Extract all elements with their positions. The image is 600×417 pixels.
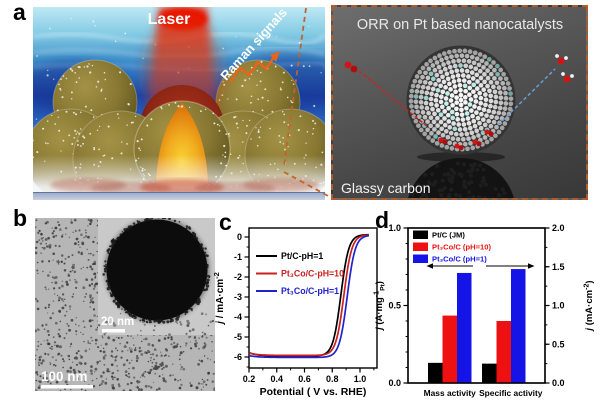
main-scalebar xyxy=(41,385,93,389)
d-category-label: Mass activity xyxy=(424,388,476,398)
laser-label: Laser xyxy=(148,11,191,28)
c-x-tick-label: 0.6 xyxy=(298,374,311,384)
o2-path-line xyxy=(358,70,429,128)
c-y-tick-label: -3 xyxy=(234,292,242,302)
d-legend-swatch xyxy=(413,254,428,263)
c-x-tick-label: 0.8 xyxy=(326,374,339,384)
d-bar xyxy=(442,315,457,383)
orr-scene: ORR on Pt based nanocatalysts Glassy car… xyxy=(341,17,574,198)
d-legend-swatch xyxy=(413,242,428,251)
d-left-tick-label: 1.0 xyxy=(388,223,401,233)
water-molecules-right xyxy=(497,54,574,126)
inset-scalebar xyxy=(102,329,125,333)
panel-b-tem-image: 20 nm 100 nm xyxy=(35,218,215,391)
d-right-tick-label: 0.0 xyxy=(552,378,565,388)
panel-d-label: d xyxy=(375,207,390,233)
d-arrow-left-head xyxy=(426,263,433,269)
d-arrow-right-head xyxy=(528,263,535,269)
d-right-tick-label: 1.0 xyxy=(552,301,565,311)
d-right-tick-label: 2.0 xyxy=(552,223,565,233)
d-right-tick-label: 1.5 xyxy=(552,262,565,272)
reflections xyxy=(50,178,319,195)
d-bar xyxy=(511,269,526,383)
d-bar xyxy=(496,321,511,383)
c-y-tick-label: -5 xyxy=(234,332,242,342)
c-curve-2 xyxy=(248,234,369,357)
c-y-tick-label: 0 xyxy=(237,232,242,242)
c-x-tick-label: 0.2 xyxy=(243,374,256,384)
d-left-tick-label: 0.0 xyxy=(388,378,401,388)
c-x-tick-label: 1.0 xyxy=(354,374,367,384)
sphere-reflection xyxy=(408,158,514,198)
c-x-tick-label: 0.4 xyxy=(270,374,283,384)
raman-signal-arrow xyxy=(229,51,280,83)
main-scalebar-label: 100 nm xyxy=(41,369,88,384)
c-legend-label: Pt/C-pH=1 xyxy=(281,251,323,261)
c-y-tick-label: -1 xyxy=(234,252,242,262)
glassy-carbon-label: Glassy carbon xyxy=(341,180,430,196)
d-category-label: Specific activity xyxy=(479,388,543,398)
d-bar xyxy=(428,362,443,383)
d-legend-label: Pt/C (JM) xyxy=(432,231,465,240)
d-left-tick-label: 0.5 xyxy=(388,301,401,311)
c-axes-box xyxy=(248,227,378,369)
c-legend-label: Pt₃Co/C-pH=10 xyxy=(281,269,344,279)
panel-d-chart: 0.0 0.5 1.0 0.0 0.5 1.0 1.5 2.0 Mass activity Spe… xyxy=(373,223,595,398)
d-right-tick-label: 0.5 xyxy=(552,339,565,349)
tem-inset-sphere xyxy=(97,218,215,337)
h2o-path-line xyxy=(497,68,556,126)
oxygen-molecule-left xyxy=(344,61,429,128)
d-legend-label: Pt₃Co/C (pH=1) xyxy=(432,255,487,264)
substrate-bar xyxy=(33,192,325,200)
c-legend-label: Pt₃Co/C-pH=1 xyxy=(281,286,339,296)
panel-c-chart: 0.2 0.4 0.6 0.8 1.0 0 -1 -2 -3 -4 -5 -6 Potential ( … xyxy=(212,227,378,398)
panel-a-illustration: Laser Raman signals xyxy=(33,7,325,200)
d-bar xyxy=(482,363,497,383)
d-right-axis-title: j (mA·cm-2) xyxy=(582,280,595,332)
sphere-shadow xyxy=(417,152,505,162)
panel-a-label: a xyxy=(13,0,26,25)
c-curve-3 xyxy=(248,234,370,359)
c-y-tick-label: -2 xyxy=(234,272,242,282)
panel-a-orr-box: ORR on Pt based nanocatalysts Glassy car… xyxy=(331,5,588,200)
d-legend-label: Pt₃Co/C (pH=10) xyxy=(432,243,491,252)
d-left-axis-title: j (A·mg-1Pt) xyxy=(373,281,387,332)
d-bar xyxy=(457,272,472,383)
c-y-axis-title: j / mA·cm-2 xyxy=(212,272,226,326)
c-y-tick-label: -4 xyxy=(234,312,242,322)
orr-title: ORR on Pt based nanocatalysts xyxy=(357,17,563,33)
pt-nanoparticle-sphere xyxy=(406,45,516,155)
panel-b-label: b xyxy=(13,205,28,231)
c-y-tick-label: -6 xyxy=(234,352,242,362)
c-x-axis-title: Potential ( V vs. RHE) xyxy=(260,386,367,398)
panel-c-label: c xyxy=(219,209,232,235)
d-legend-swatch xyxy=(413,230,428,239)
inset-scalebar-label: 20 nm xyxy=(101,316,134,328)
